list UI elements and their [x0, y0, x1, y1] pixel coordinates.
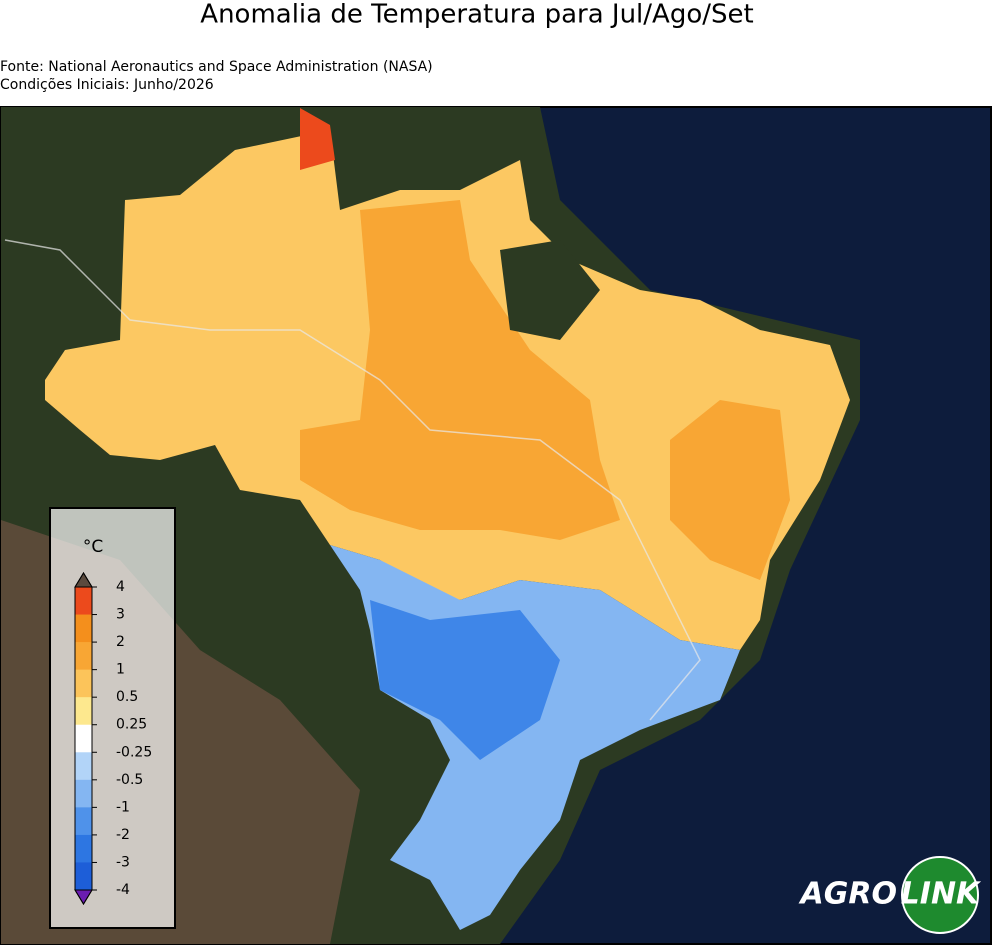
colorbar-segment	[75, 752, 92, 781]
colorbar-tick-label: -0.25	[116, 744, 152, 760]
source: Fonte: National Aeronautics and Space Ad…	[0, 59, 433, 75]
colorbar-segment	[75, 779, 92, 808]
colorbar-tick-label: 4	[116, 579, 125, 595]
colorbar-tick-label: -3	[116, 854, 130, 870]
colorbar-tick-label: 3	[116, 607, 125, 623]
colorbar-segment	[75, 834, 92, 863]
colorbar-tick-label: -1	[116, 799, 130, 815]
colorbar-segment	[75, 614, 92, 643]
colorbar-segment	[75, 724, 92, 753]
colorbar-tick-label: -2	[116, 827, 130, 843]
colorbar-tick-label: 0.5	[116, 689, 138, 705]
initial-conditions: Condições Iniciais: Junho/2026	[0, 77, 214, 93]
logo: AGRO LINK	[799, 856, 982, 934]
colorbar-segment	[75, 642, 92, 671]
borders	[4, 239, 701, 721]
colorbar-segment	[75, 669, 92, 698]
logo-left: AGRO	[799, 877, 897, 912]
warm-core	[300, 200, 620, 540]
colorbar-segment	[75, 697, 92, 726]
colorbar-segment	[75, 587, 92, 616]
colorbar-tick-label: 1	[116, 662, 125, 678]
title: Anomalia de Temperatura para Jul/Ago/Set	[200, 0, 753, 30]
map	[0, 106, 992, 945]
warm-east	[670, 400, 790, 580]
colorbar: °C 4 3 2 1 0.5 0.25 -0.25 -0.5 -1 -2 -3 -4	[49, 507, 176, 929]
logo-circle	[901, 856, 979, 934]
colorbar-tick-label: 0.25	[116, 717, 147, 733]
colorbar-unit: °C	[83, 537, 103, 557]
cool-core	[370, 600, 560, 760]
colorbar-tick-label: -0.5	[116, 772, 143, 788]
hot-spot	[300, 108, 335, 170]
land-patch	[500, 240, 600, 340]
colorbar-segment	[75, 807, 92, 836]
colorbar-tick-label: -4	[116, 882, 130, 898]
colorbar-tick-label: 2	[116, 634, 125, 650]
colorbar-segment	[75, 862, 92, 891]
colorbar-box	[49, 507, 176, 929]
logo-right: LINK	[901, 877, 982, 912]
